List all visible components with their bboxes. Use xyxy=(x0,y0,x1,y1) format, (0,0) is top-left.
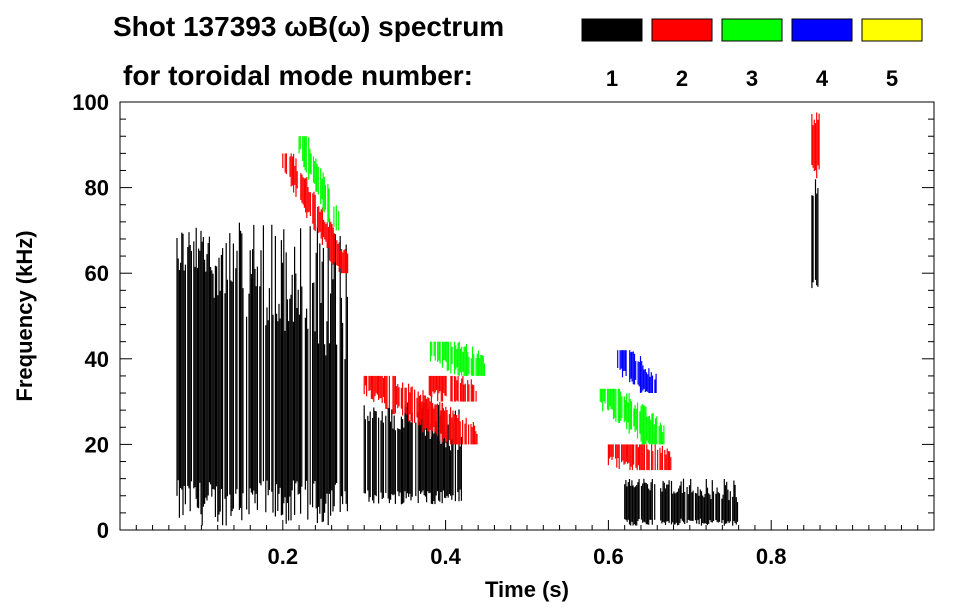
chart-title-line2: for toroidal mode number: xyxy=(123,60,473,91)
x-tick-label: 0.6 xyxy=(593,544,624,569)
y-tick-label: 40 xyxy=(85,347,109,372)
legend-label-mode-2: 2 xyxy=(676,66,688,91)
axes: 0.2 0.4 0.6 0.8 0 20 40 60 80 100 xyxy=(72,90,934,569)
legend-label-mode-4: 4 xyxy=(816,66,829,91)
mode-1-feature xyxy=(363,402,462,505)
mode-4-feature xyxy=(617,350,657,393)
x-tick-label: 0.8 xyxy=(756,544,787,569)
legend-label-mode-5: 5 xyxy=(886,66,898,91)
mode-3-feature xyxy=(298,136,340,231)
y-axis-label: Frequency (kHz) xyxy=(12,230,37,401)
mode-3-feature xyxy=(429,341,486,376)
legend-swatch-mode-1 xyxy=(581,18,643,42)
mode-1-feature xyxy=(624,478,739,526)
mode-2-feature xyxy=(811,112,820,179)
mode-1-feature xyxy=(811,179,819,289)
chart-title-line1: Shot 137393 ωB(ω) spectrum xyxy=(113,11,504,42)
y-tick-label: 80 xyxy=(85,176,109,201)
y-tick-label: 0 xyxy=(97,518,109,543)
y-tick-label: 100 xyxy=(72,90,109,115)
legend: 1 2 3 4 5 xyxy=(581,18,923,91)
x-tick-label: 0.4 xyxy=(430,544,461,569)
mode-2-feature xyxy=(607,444,672,471)
mode-2-feature xyxy=(363,375,478,445)
mode-2-feature xyxy=(428,375,477,402)
x-tick-label: 0.2 xyxy=(268,544,299,569)
legend-swatch-mode-4 xyxy=(791,18,853,42)
mode-1-feature xyxy=(176,222,348,526)
legend-label-mode-3: 3 xyxy=(746,66,758,91)
legend-swatch-mode-5 xyxy=(861,18,923,42)
y-tick-label: 20 xyxy=(85,432,109,457)
plot-area xyxy=(176,112,820,526)
mode-2-feature xyxy=(282,153,349,274)
legend-swatch-mode-3 xyxy=(721,18,783,42)
mode-3-feature xyxy=(599,388,665,445)
x-axis-label: Time (s) xyxy=(485,577,569,602)
y-tick-label: 60 xyxy=(85,261,109,286)
legend-label-mode-1: 1 xyxy=(606,66,618,91)
legend-swatch-mode-2 xyxy=(651,18,713,42)
